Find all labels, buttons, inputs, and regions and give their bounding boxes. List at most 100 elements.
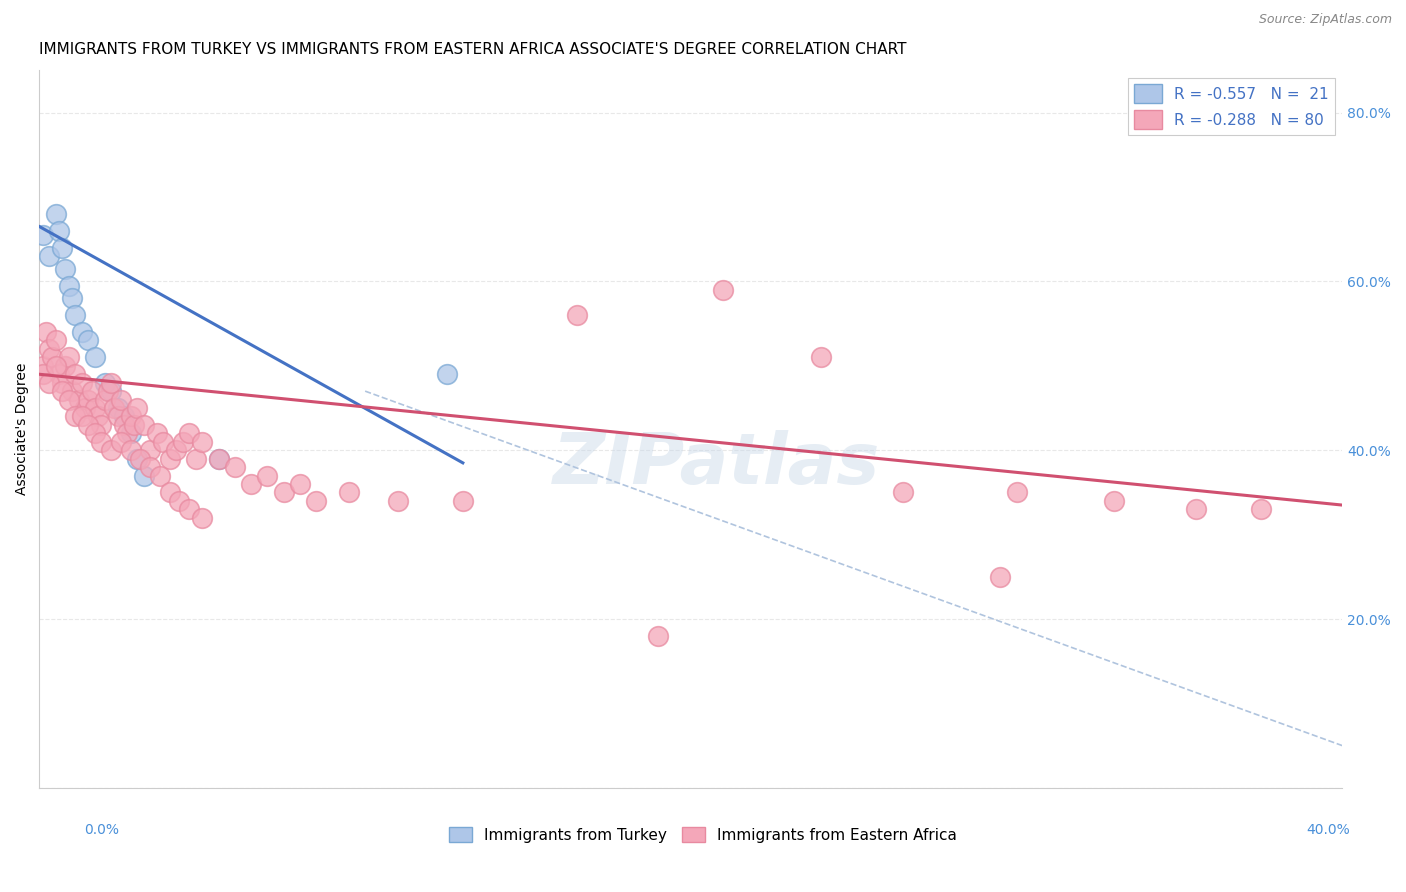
Point	[1104, 493, 1126, 508]
Point	[132, 468, 155, 483]
Point	[117, 426, 139, 441]
Point	[184, 451, 207, 466]
Text: ZIPatlas: ZIPatlas	[553, 431, 880, 500]
Point	[103, 401, 125, 415]
Point	[48, 368, 70, 382]
Point	[288, 477, 311, 491]
Point	[129, 451, 152, 466]
Point	[139, 460, 162, 475]
Point	[31, 368, 53, 382]
Point	[240, 477, 263, 491]
Point	[45, 359, 67, 373]
Y-axis label: Associate's Degree: Associate's Degree	[15, 363, 30, 495]
Legend: Immigrants from Turkey, Immigrants from Eastern Africa: Immigrants from Turkey, Immigrants from …	[443, 821, 963, 848]
Point	[38, 342, 60, 356]
Point	[90, 434, 112, 449]
Text: Source: ZipAtlas.com: Source: ZipAtlas.com	[1258, 13, 1392, 27]
Point	[159, 485, 181, 500]
Point	[35, 325, 58, 339]
Point	[191, 434, 214, 449]
Point	[41, 351, 63, 365]
Point	[45, 207, 67, 221]
Point	[77, 334, 100, 348]
Point	[122, 417, 145, 432]
Point	[58, 392, 80, 407]
Point	[70, 409, 93, 424]
Point	[110, 434, 132, 449]
Point	[132, 417, 155, 432]
Point	[48, 224, 70, 238]
Point	[565, 308, 588, 322]
Point	[337, 485, 360, 500]
Point	[110, 392, 132, 407]
Point	[810, 351, 832, 365]
Point	[70, 325, 93, 339]
Point	[179, 502, 201, 516]
Text: IMMIGRANTS FROM TURKEY VS IMMIGRANTS FROM EASTERN AFRICA ASSOCIATE'S DEGREE CORR: IMMIGRANTS FROM TURKEY VS IMMIGRANTS FRO…	[39, 42, 907, 57]
Point	[647, 629, 669, 643]
Point	[60, 291, 83, 305]
Point	[80, 384, 103, 398]
Point	[127, 451, 149, 466]
Point	[90, 417, 112, 432]
Point	[100, 384, 122, 398]
Point	[891, 485, 914, 500]
Point	[77, 417, 100, 432]
Point	[83, 351, 105, 365]
Point	[65, 308, 87, 322]
Point	[107, 409, 129, 424]
Point	[1250, 502, 1272, 516]
Point	[305, 493, 328, 508]
Point	[97, 384, 120, 398]
Point	[127, 401, 149, 415]
Point	[988, 570, 1011, 584]
Point	[152, 434, 174, 449]
Point	[224, 460, 246, 475]
Point	[169, 493, 191, 508]
Point	[207, 451, 229, 466]
Point	[93, 392, 115, 407]
Point	[87, 409, 110, 424]
Point	[112, 417, 135, 432]
Point	[139, 443, 162, 458]
Point	[83, 426, 105, 441]
Point	[172, 434, 194, 449]
Point	[273, 485, 295, 500]
Point	[120, 426, 142, 441]
Point	[387, 493, 409, 508]
Point	[713, 283, 735, 297]
Text: 40.0%: 40.0%	[1306, 823, 1351, 837]
Point	[112, 409, 135, 424]
Point	[65, 409, 87, 424]
Text: 0.0%: 0.0%	[84, 823, 118, 837]
Legend: R = -0.557   N =  21, R = -0.288   N = 80: R = -0.557 N = 21, R = -0.288 N = 80	[1128, 78, 1334, 136]
Point	[83, 401, 105, 415]
Point	[73, 401, 96, 415]
Point	[207, 451, 229, 466]
Point	[256, 468, 278, 483]
Point	[65, 368, 87, 382]
Point	[58, 278, 80, 293]
Point	[58, 351, 80, 365]
Point	[120, 443, 142, 458]
Point	[179, 426, 201, 441]
Point	[70, 376, 93, 390]
Point	[51, 376, 73, 390]
Point	[60, 384, 83, 398]
Point	[55, 359, 77, 373]
Point	[38, 249, 60, 263]
Point	[159, 451, 181, 466]
Point	[1184, 502, 1206, 516]
Point	[51, 241, 73, 255]
Point	[93, 376, 115, 390]
Point	[51, 384, 73, 398]
Point	[31, 227, 53, 242]
Point	[145, 426, 167, 441]
Point	[1005, 485, 1028, 500]
Point	[451, 493, 474, 508]
Point	[31, 359, 53, 373]
Point	[191, 510, 214, 524]
Point	[100, 376, 122, 390]
Point	[55, 261, 77, 276]
Point	[67, 392, 90, 407]
